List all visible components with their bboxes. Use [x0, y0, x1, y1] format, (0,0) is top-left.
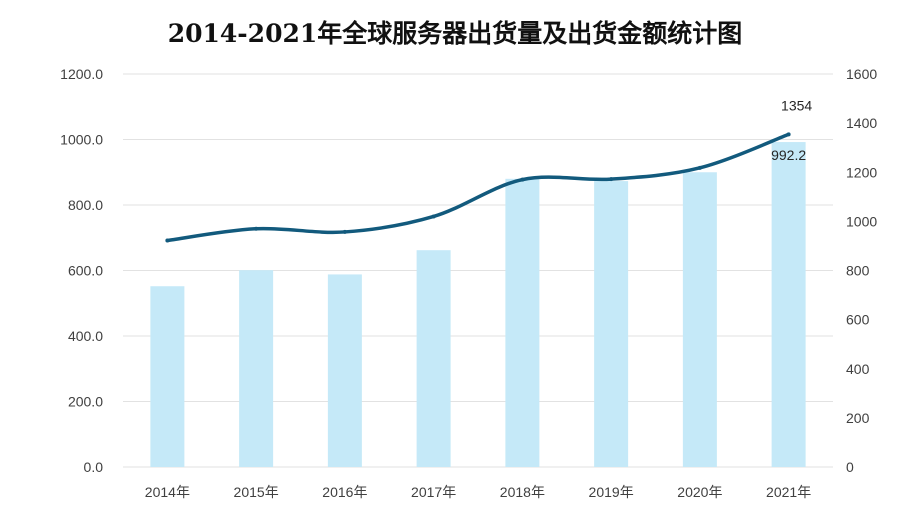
right-y-tick-label: 400 [846, 361, 870, 377]
data-labels: 992.2 1354 [771, 97, 812, 163]
line-path [165, 132, 791, 243]
right-y-tick-label: 1400 [846, 115, 877, 131]
right-y-tick-label: 200 [846, 410, 870, 426]
bar [505, 178, 540, 468]
right-y-tick-label: 1200 [846, 164, 877, 180]
line-point [786, 132, 791, 137]
bar [682, 172, 717, 467]
right-y-tick-label: 600 [846, 312, 870, 328]
line-point [431, 214, 436, 219]
bar [594, 181, 629, 467]
right-y-tick-label: 1000 [846, 213, 877, 229]
x-tick-label: 2018年 [500, 484, 545, 500]
x-tick-label: 2014年 [145, 484, 190, 500]
gridlines [123, 73, 833, 468]
line-point [520, 177, 525, 182]
left-y-tick-label: 200.0 [68, 394, 103, 410]
left-y-tick-label: 600.0 [68, 263, 103, 279]
right-y-tick-label: 0 [846, 459, 854, 475]
left-y-tick-label: 800.0 [68, 197, 103, 213]
bar [150, 286, 185, 467]
left-y-tick-label: 400.0 [68, 328, 103, 344]
line-series [165, 132, 791, 243]
line-point [697, 165, 702, 170]
bar [239, 270, 274, 467]
x-tick-label: 2020年 [677, 484, 722, 500]
x-tick-label: 2017年 [411, 484, 456, 500]
bar [416, 250, 451, 467]
bar [327, 274, 362, 467]
chart-title: 2014-2021年全球服务器出货量及出货金额统计图 [168, 19, 743, 48]
line-point [165, 238, 170, 243]
x-tick-label: 2015年 [234, 484, 279, 500]
data-label: 1354 [781, 97, 812, 113]
x-tick-label: 2016年 [322, 484, 367, 500]
bar-series [150, 142, 806, 468]
line-point [342, 229, 347, 234]
bar [771, 142, 806, 467]
right-y-axis: 0 200 400 600 800 1000 1200 1400 1600 [846, 66, 877, 475]
x-tick-label: 2021年 [766, 484, 811, 500]
line-point [254, 226, 259, 231]
data-label: 992.2 [771, 147, 806, 163]
left-y-tick-label: 0.0 [84, 459, 104, 475]
x-axis: 2014年 2015年 2016年 2017年 2018年 2019年 2020年 2021年 [145, 484, 811, 500]
right-y-tick-label: 800 [846, 263, 870, 279]
left-y-tick-label: 1200.0 [60, 66, 103, 82]
left-y-axis: 0.0 200.0 400.0 600.0 800.0 1000.0 1200.0 [60, 66, 103, 475]
line-point [609, 177, 614, 182]
right-y-tick-label: 1600 [846, 66, 877, 82]
x-tick-label: 2019年 [589, 484, 634, 500]
left-y-tick-label: 1000.0 [60, 132, 103, 148]
